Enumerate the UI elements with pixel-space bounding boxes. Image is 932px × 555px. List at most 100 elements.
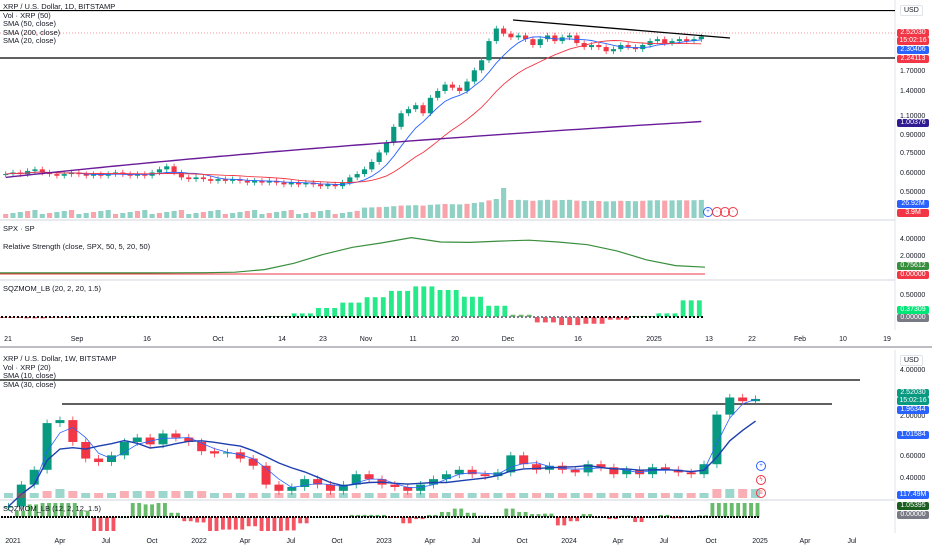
candle-body (317, 184, 324, 187)
weekly-volume-bar (222, 493, 232, 498)
weekly-squeeze-dot (568, 516, 570, 518)
momentum-bar (421, 286, 427, 317)
weekly-momentum-bar (459, 508, 464, 517)
squeeze-dot (609, 316, 611, 318)
squeeze-dot (485, 316, 487, 318)
candle-body (596, 45, 602, 48)
top-currency-button[interactable]: USD (900, 5, 923, 16)
volume-bar (508, 200, 514, 218)
candle-body (486, 41, 492, 61)
weekly-squeeze-dot (16, 516, 18, 518)
weekly-volume-bar (377, 493, 387, 498)
flag-icon[interactable]: ≡ (756, 488, 766, 498)
volume-bar (574, 200, 580, 218)
weekly-squeeze-dot (466, 516, 468, 518)
sqz-scale-tick: 0.50000 (900, 292, 926, 299)
weekly-volume-bar (751, 489, 761, 498)
momentum-bar (324, 308, 329, 317)
squeeze-dot (45, 316, 47, 318)
weekly-squeeze-dot (493, 516, 495, 518)
squeeze-dot (53, 316, 55, 318)
candle-body (83, 174, 89, 176)
weekly-momentum-bar (130, 503, 135, 517)
weekly-squeeze-dot (655, 516, 657, 518)
weekly-momentum-bar (407, 517, 412, 524)
volume-bar (537, 200, 543, 218)
weekly-momentum-bar (729, 503, 734, 517)
candle-body (200, 177, 206, 180)
weekly-momentum-bar (697, 515, 702, 517)
squeeze-dot (537, 316, 539, 318)
weekly-squeeze-dot (448, 516, 450, 518)
squeeze-dot (353, 316, 355, 318)
candle-body (244, 180, 250, 183)
weekly-momentum-bar (291, 517, 296, 531)
momentum-bar (664, 313, 670, 317)
weekly-momentum-bar (14, 510, 19, 517)
weekly-squeeze-dot (634, 516, 636, 518)
weekly-squeeze-dot (520, 516, 522, 518)
weekly-squeeze-dot (412, 516, 414, 518)
bottom-time-tick: 2025 (752, 538, 768, 545)
weekly-candle-body (480, 474, 490, 477)
bottom-time-tick: 2022 (191, 538, 207, 545)
momentum-bar (48, 317, 54, 318)
earnings-icon[interactable]: ◦ (728, 207, 738, 217)
weekly-momentum-bar (40, 503, 45, 517)
momentum-bar (170, 317, 176, 318)
volume-bar (25, 211, 31, 218)
weekly-squeeze-dot (223, 516, 225, 518)
weekly-volume-bar (287, 493, 297, 498)
weekly-candle-body (248, 458, 258, 466)
weekly-squeeze-dot (91, 516, 93, 518)
weekly-squeeze-dot (712, 516, 714, 518)
weekly-squeeze-dot (100, 516, 102, 518)
volume-bar (54, 212, 60, 218)
weekly-momentum-bar (304, 517, 309, 524)
candle-body (186, 177, 192, 180)
weekly-squeeze-dot (433, 516, 435, 518)
weekly-squeeze-dot (121, 516, 123, 518)
squeeze-dot (345, 316, 347, 318)
squeeze-dot (109, 316, 111, 318)
squeeze-dot (673, 316, 675, 318)
sma-30-line (7, 420, 757, 508)
weekly-squeeze-dot (604, 516, 606, 518)
volume-bar (479, 202, 485, 218)
weekly-volume-bar (55, 489, 65, 498)
weekly-momentum-bar (156, 503, 161, 517)
lightning-icon[interactable]: ϟ (756, 475, 766, 485)
weekly-momentum-bar (607, 517, 612, 520)
add-event-icon[interactable]: + (756, 461, 766, 471)
volume-bar (596, 201, 602, 218)
volume-bar (640, 200, 646, 218)
volume-bar (435, 204, 441, 218)
bottom-price-tick: 0.40000 (900, 475, 926, 482)
weekly-squeeze-dot (280, 516, 282, 518)
weekly-squeeze-dot (511, 516, 513, 518)
weekly-squeeze-dot (598, 516, 600, 518)
volume-bar (127, 212, 133, 218)
candle-body (427, 97, 433, 114)
candle-body (603, 47, 609, 52)
weekly-volume-bar (81, 493, 91, 498)
weekly-squeeze-dot (682, 516, 684, 518)
weekly-squeeze-dot (169, 516, 171, 518)
weekly-candle-body (338, 484, 348, 491)
bottom-currency-button[interactable]: USD (900, 355, 923, 366)
weekly-squeeze-dot (319, 516, 321, 518)
weekly-squeeze-dot (589, 516, 591, 518)
weekly-volume-bar (29, 493, 39, 498)
top-time-tick: 10 (839, 336, 847, 343)
sma-50-badge: 2.30406 (897, 46, 929, 54)
squeeze-dot (341, 316, 343, 318)
bottom-time-tick: 2024 (561, 538, 577, 545)
weekly-candle-body (171, 433, 181, 438)
weekly-squeeze-dot (247, 516, 249, 518)
weekly-squeeze-dot (343, 516, 345, 518)
weekly-volume-bar (403, 493, 413, 498)
weekly-momentum-bar (485, 515, 489, 517)
sma-20-line (5, 120, 702, 179)
squeeze-dot (257, 316, 259, 318)
weekly-momentum-bar (543, 513, 547, 517)
